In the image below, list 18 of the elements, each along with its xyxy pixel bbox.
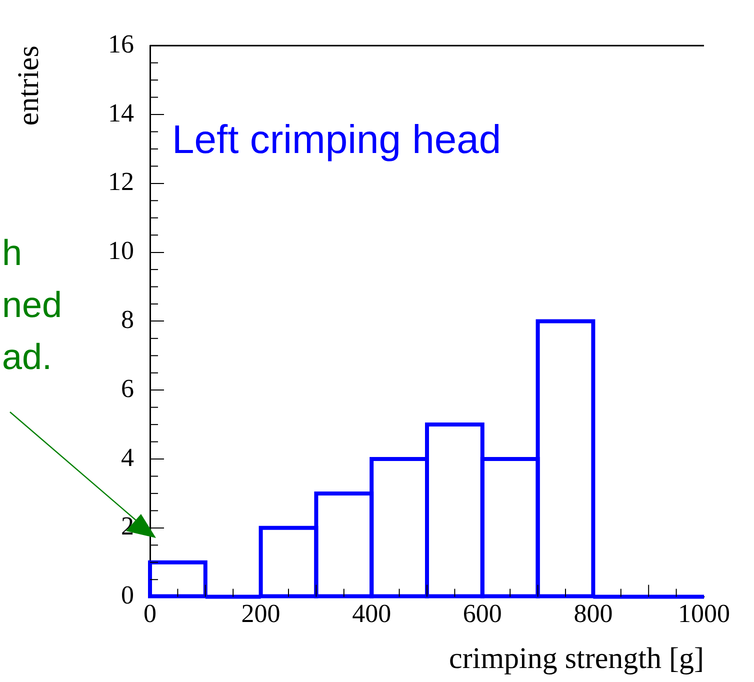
y-axis-title: entries <box>12 46 45 126</box>
x-tick-label: 400 <box>352 599 392 628</box>
x-tick-label: 0 <box>144 599 156 628</box>
x-tick-label: 200 <box>241 599 280 628</box>
x-tick-label: 600 <box>462 599 502 628</box>
y-tick-label: 6 <box>121 374 134 403</box>
y-tick-label: 14 <box>108 98 134 128</box>
x-axis-title: crimping strength [g] <box>449 642 704 675</box>
y-tick-label: 8 <box>121 305 134 334</box>
x-tick-label: 800 <box>574 599 613 628</box>
y-tick-label: 0 <box>121 580 134 610</box>
y-tick-label: 4 <box>121 442 134 472</box>
y-tick-label: 16 <box>108 29 134 58</box>
x-tick-label: 1000 <box>678 599 730 628</box>
annotation: Left crimping head <box>172 118 502 162</box>
text: h ned ad. <box>2 232 62 377</box>
y-tick-label: 12 <box>108 167 134 196</box>
y-tick-label: 10 <box>108 236 134 266</box>
